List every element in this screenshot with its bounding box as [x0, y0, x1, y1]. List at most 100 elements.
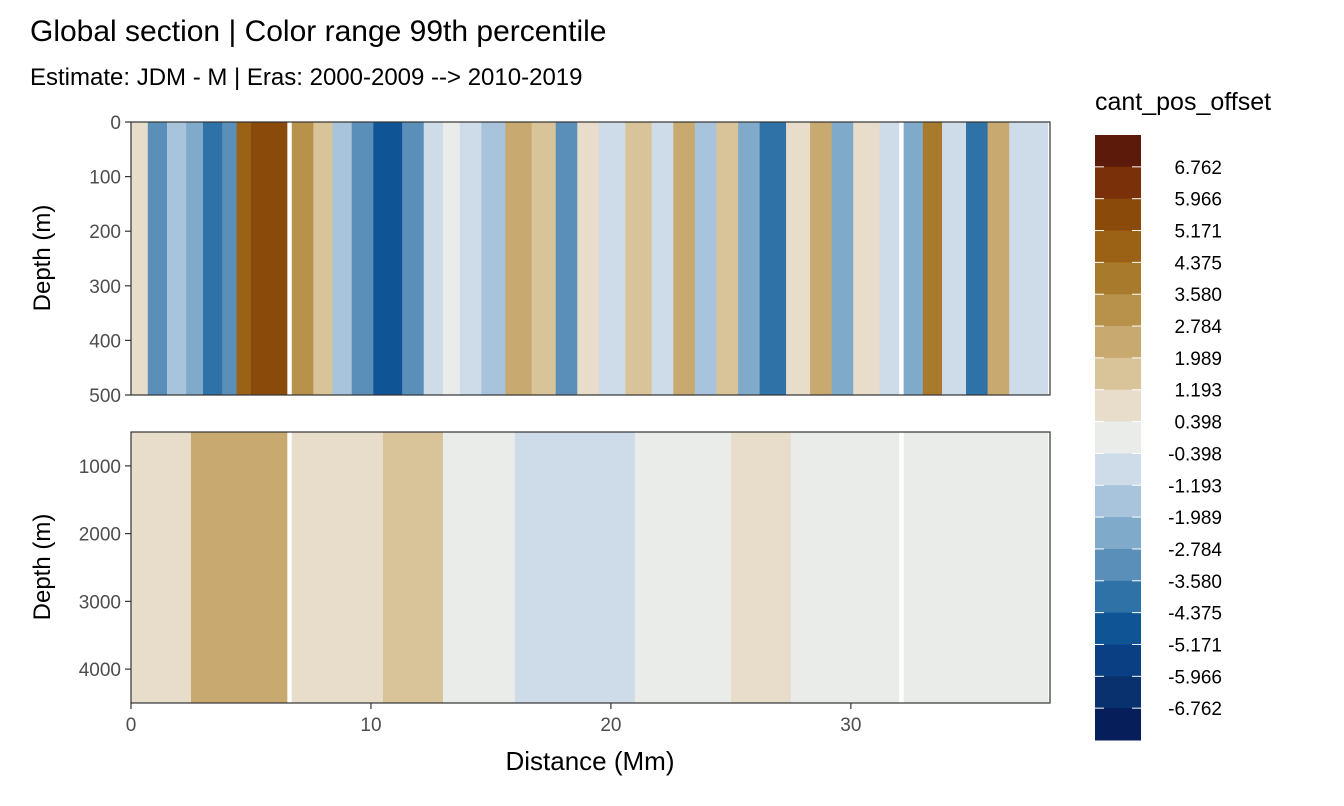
- heatmap-band: [634, 432, 732, 703]
- legend-label: -4.375: [1168, 604, 1222, 625]
- heatmap-band: [313, 122, 334, 395]
- legend-label: 1.193: [1174, 381, 1222, 402]
- surface-gap-lines: [287, 122, 904, 395]
- y-tick-label: 1000: [79, 457, 121, 478]
- heatmap-band: [131, 122, 149, 395]
- data-gap-line: [287, 432, 292, 703]
- legend: cant_pos_offset 6.762 5.966 5.171 4.375 3.58…: [1095, 88, 1271, 741]
- heatmap-band: [332, 122, 353, 395]
- legend-swatch: [1095, 612, 1141, 645]
- legend-label: -6.762: [1168, 699, 1222, 720]
- heatmap-band: [651, 122, 674, 395]
- legend-swatch: [1095, 517, 1141, 550]
- legend-label: -5.966: [1168, 667, 1222, 688]
- heatmap-band: [555, 122, 578, 395]
- heatmap-band: [716, 122, 739, 395]
- legend-swatch: [1095, 357, 1141, 391]
- legend-label: 0.398: [1174, 413, 1222, 434]
- legend-title: cant_pos_offset: [1095, 88, 1271, 116]
- heatmap-band: [442, 122, 461, 395]
- x-axis-label: Distance (Mm): [505, 746, 674, 776]
- heatmap-band: [291, 122, 314, 395]
- x-tick-label: 10: [360, 715, 381, 736]
- heatmap-band: [577, 122, 600, 395]
- heatmap-band: [694, 122, 717, 395]
- legend-colorbar: [1095, 135, 1141, 741]
- legend-label: 4.375: [1174, 253, 1222, 274]
- heatmap-band: [423, 122, 444, 395]
- legend-swatch: [1095, 644, 1141, 677]
- deep-gap-lines: [287, 432, 904, 703]
- deep-heatmap-bands: [131, 432, 1050, 703]
- legend-label: -1.193: [1168, 476, 1222, 497]
- heatmap-band: [291, 432, 384, 703]
- deep-y-axis: 1000 2000 3000 4000: [79, 457, 131, 681]
- heatmap-band: [202, 122, 223, 395]
- x-tick-label: 30: [840, 715, 861, 736]
- legend-swatch: [1095, 166, 1141, 200]
- legend-swatch: [1095, 389, 1141, 423]
- legend-label: -5.171: [1168, 635, 1222, 656]
- y-tick-label: 300: [89, 277, 121, 298]
- legend-swatch: [1095, 580, 1141, 614]
- heatmap-band: [879, 122, 900, 395]
- heatmap-band: [459, 122, 482, 395]
- heatmap-band: [673, 122, 696, 395]
- legend-swatch: [1095, 198, 1141, 232]
- chart-title: Global section | Color range 99th percen…: [30, 15, 606, 48]
- heatmap-band: [147, 122, 168, 395]
- heatmap-band: [987, 122, 1010, 395]
- legend-label: -3.580: [1168, 572, 1222, 593]
- y-tick-label: 2000: [79, 525, 121, 546]
- x-axis: 0 10 20 30: [126, 703, 861, 736]
- heatmap-band: [236, 122, 252, 395]
- deep-panel-border: [130, 431, 1051, 704]
- chart-subtitle: Estimate: JDM - M | Eras: 2000-2009 --> …: [30, 64, 582, 91]
- legend-swatch: [1095, 708, 1141, 741]
- legend-label: -1.989: [1168, 508, 1222, 529]
- y-tick-label: 100: [89, 168, 121, 189]
- heatmap-band: [166, 122, 187, 395]
- legend-swatch: [1095, 485, 1141, 518]
- legend-label: 1.989: [1174, 349, 1222, 370]
- heatmap-band: [625, 122, 653, 395]
- heatmap-band: [505, 122, 533, 395]
- legend-swatch: [1095, 676, 1141, 709]
- heatmap-band: [966, 122, 989, 395]
- data-gap-line: [899, 122, 904, 395]
- heatmap-band: [942, 122, 967, 395]
- y-tick-label: 0: [110, 113, 121, 134]
- panel-deep: 1000 2000 3000 4000 Depth (m): [29, 431, 1051, 704]
- legend-label: 5.171: [1174, 222, 1222, 243]
- y-tick-label: 400: [89, 331, 121, 352]
- heatmap-band: [382, 432, 444, 703]
- legend-swatch: [1095, 421, 1141, 454]
- heatmap-band: [903, 122, 924, 395]
- heatmap-band: [810, 122, 833, 395]
- heatmap-band: [1009, 122, 1049, 395]
- heatmap-band: [790, 432, 900, 703]
- heatmap-band: [853, 122, 881, 395]
- heatmap-band: [759, 122, 787, 395]
- y-tick-label: 3000: [79, 592, 121, 613]
- heatmap-band: [442, 432, 516, 703]
- heatmap-band: [373, 122, 403, 395]
- legend-labels: 6.762 5.966 5.171 4.375 3.580 2.784 1.989 1.193…: [1168, 158, 1222, 720]
- heatmap-band: [481, 122, 506, 395]
- legend-swatch: [1095, 326, 1141, 359]
- heatmap-band: [738, 122, 761, 395]
- heatmap-band: [514, 432, 588, 703]
- x-tick-label: 20: [600, 715, 621, 736]
- panel-surface: 0 100 200 300 400 500 Depth (m): [29, 113, 1051, 407]
- y-tick-label: 200: [89, 222, 121, 243]
- surface-panel-border: [130, 121, 1051, 396]
- legend-swatch: [1095, 548, 1141, 582]
- surface-heatmap-bands: [131, 122, 1050, 395]
- y-tick-label: 500: [89, 386, 121, 407]
- heatmap-band: [531, 122, 557, 395]
- legend-label: -0.398: [1168, 444, 1222, 465]
- legend-label: 6.762: [1174, 158, 1222, 179]
- surface-y-axis: 0 100 200 300 400 500: [89, 113, 131, 407]
- heatmap-band: [586, 432, 636, 703]
